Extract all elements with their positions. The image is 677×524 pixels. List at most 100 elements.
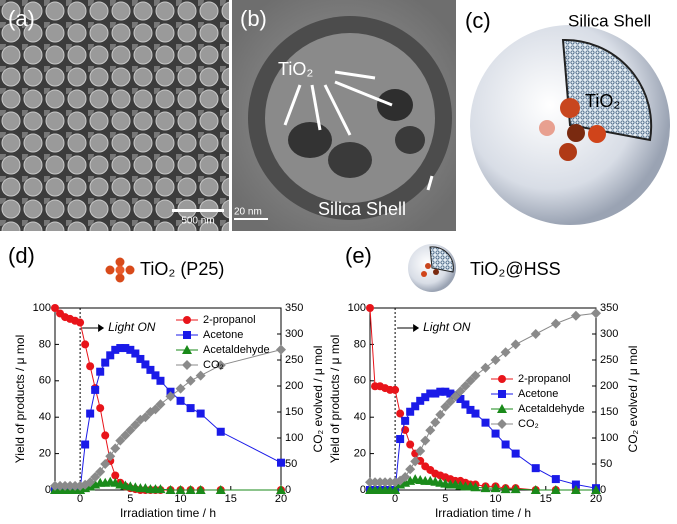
marker [466,405,475,414]
marker [405,464,416,475]
legend-marker [498,375,506,383]
marker [430,417,441,428]
marker [416,396,425,405]
marker [530,329,541,339]
y-tick-label: 100 [33,302,51,314]
marker [96,367,105,376]
legend-label: Acetaldehyde [518,403,585,415]
y-tick-label: 20 [354,448,366,460]
chart-title: TiO₂ (P25) [140,259,224,279]
marker [500,484,511,494]
arrow-head [413,324,420,332]
particle [328,142,372,178]
marker [140,412,151,423]
marker [530,485,541,494]
legend-label: Acetone [203,329,243,341]
marker [591,308,601,319]
y2-axis-label: CO₂ evolved / μ mol [626,346,640,453]
shell-cutaway [561,38,653,142]
marker [406,407,415,416]
y2-tick-label: 100 [285,432,303,444]
legend-marker [183,331,191,339]
marker [276,344,286,355]
x-tick-label: 10 [174,493,186,505]
marker [465,375,476,386]
marker [101,431,110,440]
marker [276,485,286,494]
y2-tick-label: 250 [600,354,618,366]
marker [150,404,161,415]
y2-tick-label: 150 [600,406,618,418]
x-tick-label: 20 [275,493,287,505]
marker [396,409,405,418]
marker [500,347,511,358]
marker [571,480,580,489]
marker [277,458,285,467]
marker [400,472,411,482]
legend-marker [497,404,507,413]
marker [176,396,185,405]
marker [70,480,81,491]
marker [125,425,136,436]
y-axis-label: Yield of products / μ mol [13,335,27,464]
marker [115,435,126,446]
marker [481,418,490,427]
marker [165,391,176,402]
particle [395,126,425,154]
tio2-particle [560,98,580,118]
marker [591,485,601,494]
marker [76,318,85,327]
marker [146,365,155,374]
marker [415,446,426,456]
y-tick-label: 0 [45,484,51,496]
marker [131,349,140,358]
legend-marker [182,345,192,354]
image-annotation: Silica Shell [568,11,651,30]
marker [111,471,120,480]
panel-label: (a) [8,6,35,31]
sem-image [0,0,229,231]
marker [65,480,76,491]
y-axis-label: Yield of products / μ mol [328,335,342,464]
marker [470,370,481,381]
marker [491,429,500,438]
marker [436,387,445,396]
marker [401,416,410,425]
marker [450,391,461,402]
marker [426,389,435,398]
marker [60,480,71,491]
marker [86,409,95,418]
y2-tick-label: 50 [600,458,612,470]
marker [51,304,59,312]
marker [396,435,405,444]
tio2-particle [539,120,555,136]
y2-tick-label: 0 [285,484,291,496]
x-tick-label: 10 [489,493,501,505]
marker [215,485,226,494]
marker [370,477,381,488]
x-tick-label: 0 [77,493,83,505]
y2-tick-label: 300 [285,328,303,340]
tio2-particle [559,143,577,161]
marker [446,389,455,398]
marker [460,381,471,391]
marker [570,485,581,494]
core-region [265,33,435,203]
marker [95,466,106,477]
marker [215,360,226,371]
plot-frame [54,307,282,491]
series-line [54,307,281,491]
legend-label: 2-propanol [518,373,571,385]
legend-marker [182,360,192,370]
particle [377,89,413,121]
y-tick-label: 60 [354,375,366,387]
marker [195,485,206,494]
y-tick-label: 20 [39,448,51,460]
marker [165,485,176,494]
legend-marker [183,316,191,324]
panel-label: (d) [8,243,35,268]
marker [406,440,415,449]
marker [50,480,60,491]
y-tick-label: 80 [39,338,51,350]
